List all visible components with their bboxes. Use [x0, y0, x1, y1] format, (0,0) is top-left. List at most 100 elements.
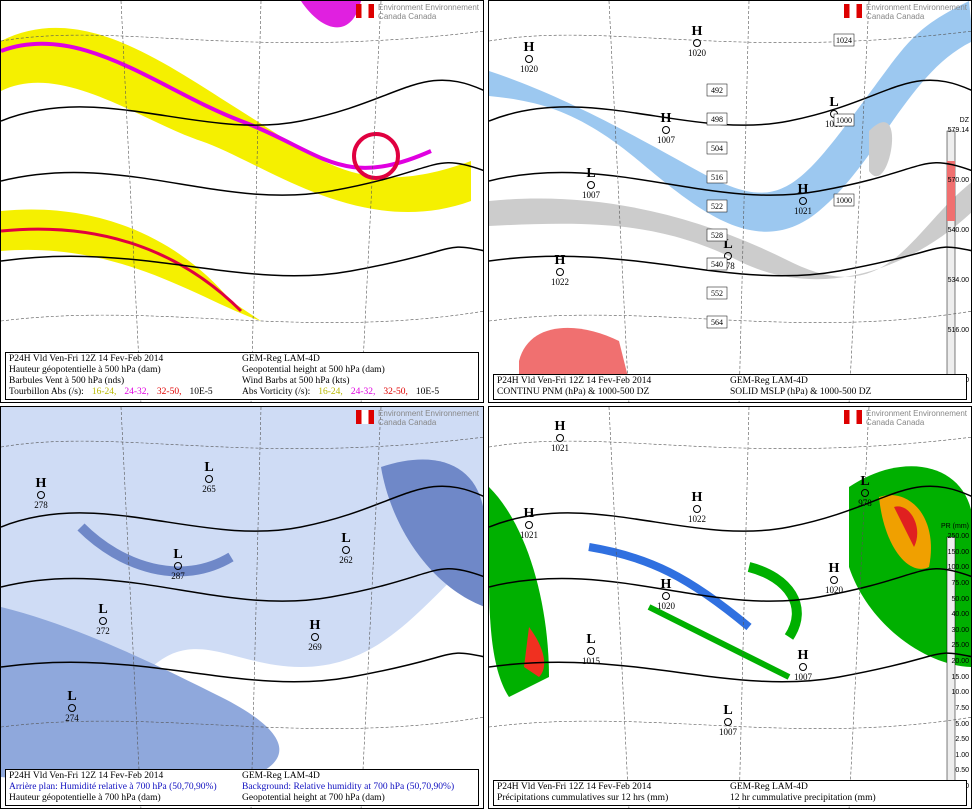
- center-letter: H: [310, 618, 321, 633]
- center-letter: L: [829, 95, 838, 110]
- center-letter: H: [692, 490, 703, 505]
- caption-column: GEM-Reg LAM-4D SOLID MSLP (hPa) & 1000-50…: [730, 376, 963, 398]
- center-mark: [693, 505, 701, 513]
- map-shape: [1, 607, 280, 777]
- map-shape: [489, 30, 971, 43]
- map-shape: [1, 717, 483, 729]
- center-value: 272: [96, 626, 110, 636]
- map-shape: [489, 407, 971, 808]
- map-shape: [250, 407, 262, 808]
- logo-line: Environment Environnement: [378, 409, 479, 418]
- contour-label: 504: [711, 144, 723, 153]
- contour-label-box: [706, 199, 728, 213]
- colorbar-label: 30.00: [951, 626, 969, 634]
- center-letter: H: [798, 648, 809, 663]
- contour-label-box: [706, 257, 728, 271]
- center-mark: [587, 647, 595, 655]
- map-shape: [120, 1, 142, 402]
- center-value: 1022: [551, 277, 569, 287]
- pressure-center: H 278: [34, 476, 48, 510]
- map-shape: [489, 485, 971, 532]
- center-mark: [37, 491, 45, 499]
- pressure-center: H 1021: [551, 419, 569, 453]
- colorbar-label: 40.00: [951, 611, 969, 619]
- center-mark: [342, 546, 350, 554]
- pressure-center: L 1007: [719, 703, 738, 737]
- map-shape: [1, 79, 483, 277]
- center-letter: H: [692, 24, 703, 39]
- map-shape: [1, 161, 483, 196]
- center-value: 978: [858, 498, 872, 508]
- map-shape: [489, 717, 971, 729]
- pressure-center: H 1007: [657, 111, 676, 145]
- caption-line: Arrière plan: Humidité relative à 700 hP…: [9, 782, 217, 792]
- colorbar-label: 1.00: [955, 751, 969, 759]
- map-shape: [489, 436, 971, 449]
- colorbar-label: 7.50: [955, 704, 969, 712]
- caption-line: P24H Vld Ven-Fri 12Z 14 Fev-Feb 2014: [497, 376, 652, 386]
- colorbar-label: 540.00: [947, 227, 969, 234]
- map-shape: [738, 407, 750, 808]
- center-letter: L: [204, 460, 213, 475]
- map-shape: [360, 407, 382, 808]
- map-shape: [848, 407, 870, 808]
- contour-label-box: [833, 33, 855, 47]
- center-mark: [525, 521, 533, 529]
- pressure-center: L 1015: [582, 632, 601, 666]
- center-mark: [99, 617, 107, 625]
- map-shape: [489, 485, 971, 683]
- center-value: 1007: [794, 672, 813, 682]
- map: H1020H1007H1021H1022H1020L1015L1007L9784…: [489, 1, 971, 402]
- pressure-center: L 978: [858, 474, 872, 508]
- map-shape: [489, 246, 971, 277]
- center-mark: [724, 718, 732, 726]
- caption-line: Background: Relative humidity at 700 hPa…: [242, 782, 455, 792]
- map-shape: [1, 30, 483, 43]
- map-shape: [608, 407, 630, 808]
- contour-label: 564: [711, 318, 723, 327]
- center-mark: [68, 704, 76, 712]
- pressure-center: L 287: [171, 547, 185, 581]
- map-shape: [946, 536, 956, 794]
- center-value: 1021: [551, 443, 569, 453]
- center-letter: H: [555, 253, 566, 268]
- map-shape: [1, 79, 483, 126]
- map-shape: [747, 562, 802, 640]
- contour-label-box: [706, 112, 728, 126]
- range: 16-24,: [318, 387, 343, 397]
- caption-line: Barbules Vent à 500 hPa (nds): [9, 376, 125, 386]
- center-value: 1007: [657, 135, 676, 145]
- contour-label-box: [706, 170, 728, 184]
- colorbar-label: 570.00: [947, 177, 969, 184]
- colorbar-label: 516.00: [947, 327, 969, 334]
- contour-label: 1024: [836, 36, 852, 45]
- logo: Environment Environnement Canada Canada: [356, 3, 479, 21]
- map-shape: [524, 627, 545, 677]
- map-shape: [879, 495, 931, 569]
- range: 24-32,: [350, 387, 376, 397]
- caption-column: GEM-Reg LAM-4D Geopotential height at 500…: [242, 354, 475, 398]
- contour-label-box: [706, 286, 728, 300]
- pressure-center: H 1021: [794, 182, 812, 216]
- center-letter: H: [661, 577, 672, 592]
- pressure-center: H 269: [308, 618, 322, 652]
- colorbar-label: 50.00: [951, 595, 969, 603]
- map-shape: [519, 327, 629, 381]
- caption-column: GEM-Reg LAM-4D 12 hr cummulative precipit…: [730, 782, 963, 804]
- center-letter: H: [524, 506, 535, 521]
- center-letter: L: [98, 602, 107, 617]
- pressure-center: L 1007: [582, 166, 601, 200]
- center-mark: [830, 576, 838, 584]
- caption-line: Geopotential height at 700 hPa (dam): [242, 793, 385, 803]
- pressure-center: H 1020: [657, 577, 676, 611]
- map-shape: [489, 311, 971, 323]
- center-mark: [525, 55, 533, 63]
- center-mark: [174, 562, 182, 570]
- pressure-center: H 1021: [520, 506, 538, 540]
- map: H 1021 H 1020 H 1007 H 1021 H 1022 H 1020 L 1015 L 1007…: [489, 407, 971, 808]
- center-value: 262: [339, 555, 353, 565]
- colorbar-label: 10.00: [951, 689, 969, 697]
- logo-line: Canada Canada: [866, 418, 925, 427]
- logo-line: Canada Canada: [378, 12, 437, 21]
- logo: Environment Environnement Canada Canada: [844, 3, 967, 21]
